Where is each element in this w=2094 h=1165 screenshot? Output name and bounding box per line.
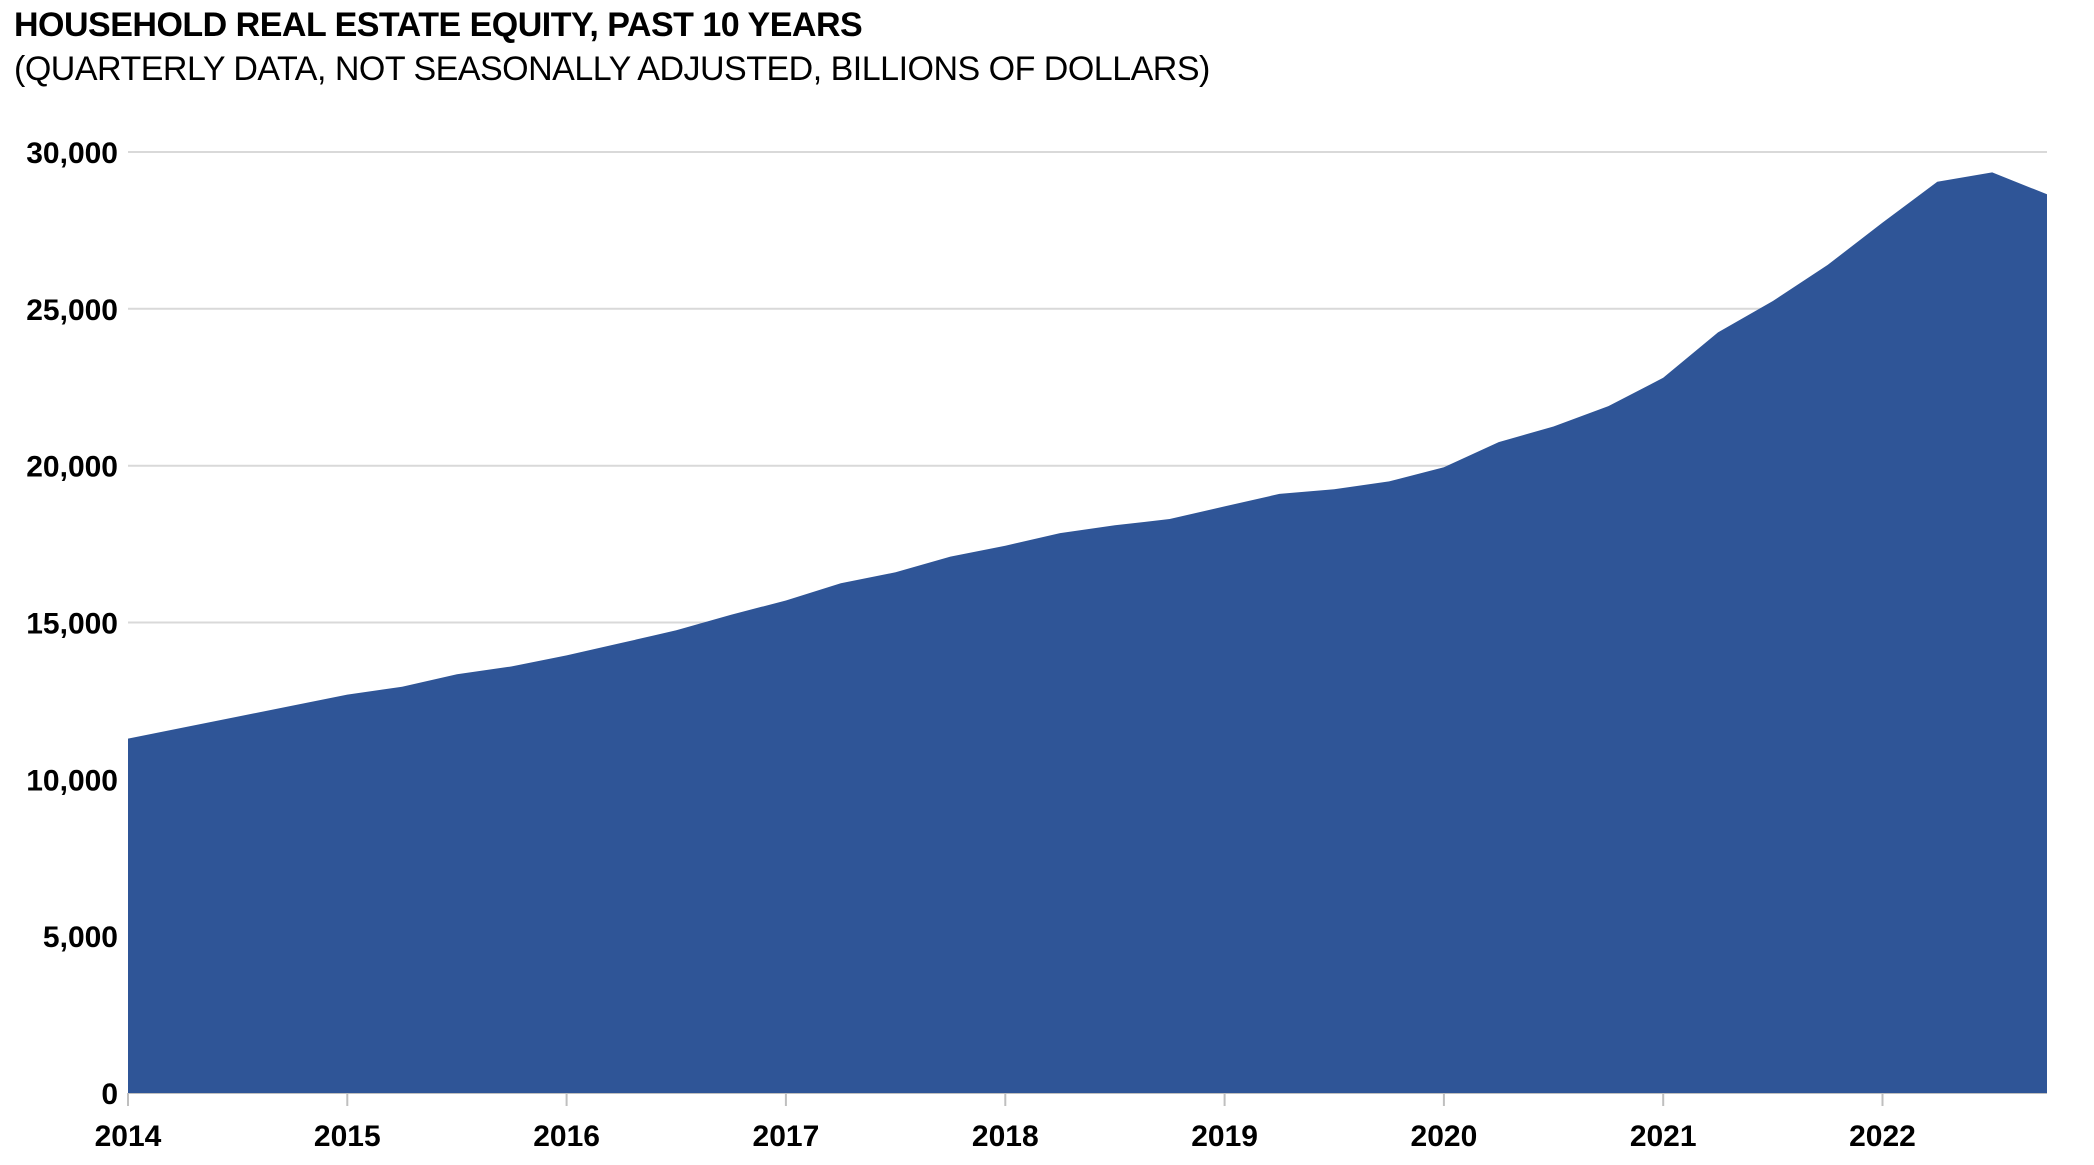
y-tick-label: 25,000 [26,294,118,327]
y-tick-label: 15,000 [26,608,118,641]
y-tick-label: 10,000 [26,764,118,797]
x-tick-label: 2020 [1411,1120,1478,1153]
x-tick-label: 2016 [533,1120,600,1153]
x-tick-label: 2014 [95,1120,162,1153]
chart-title: HOUSEHOLD REAL ESTATE EQUITY, PAST 10 YE… [14,6,863,44]
x-tick-label: 2021 [1630,1120,1697,1153]
x-tick-label: 2022 [1849,1120,1916,1153]
chart-subtitle: (QUARTERLY DATA, NOT SEASONALLY ADJUSTED… [14,50,1210,88]
x-tick-label: 2015 [314,1120,381,1153]
x-tick-label: 2019 [1191,1120,1258,1153]
x-tick-label: 2018 [972,1120,1039,1153]
y-tick-label: 30,000 [26,137,118,170]
area-series [128,172,2047,1093]
y-tick-label: 20,000 [26,451,118,484]
y-tick-label: 0 [101,1078,118,1111]
x-tick-label: 2017 [753,1120,820,1153]
y-tick-label: 5,000 [43,921,118,954]
